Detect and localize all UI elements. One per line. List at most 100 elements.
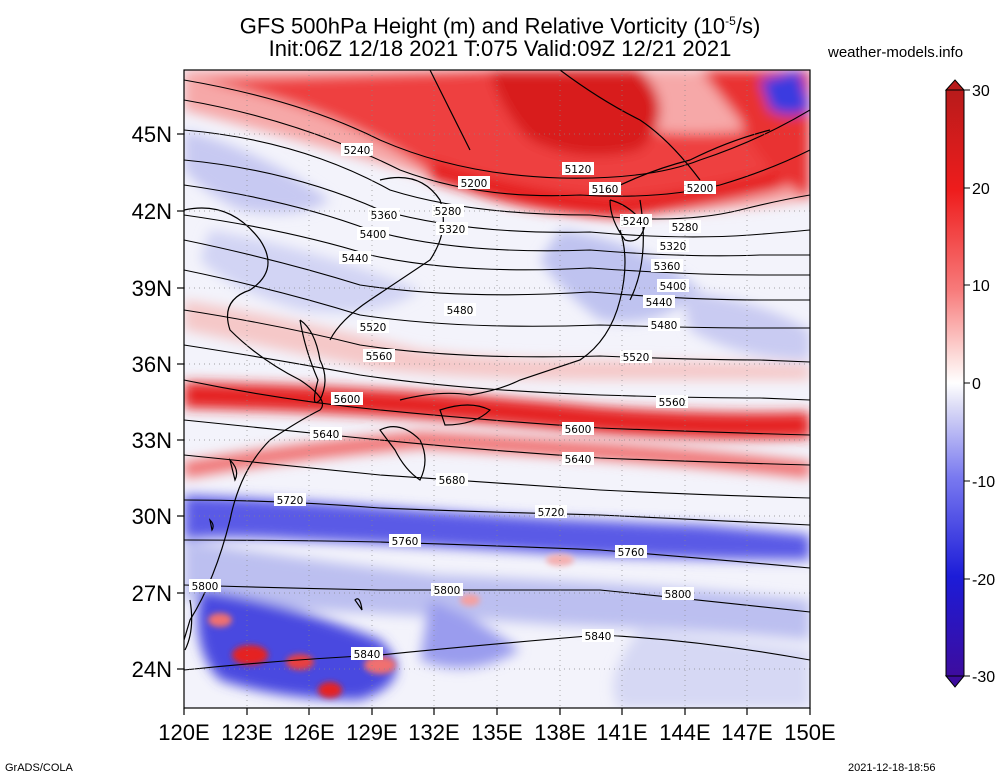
contour-label-bg: [331, 392, 363, 405]
colorbar-bottom-arrow: [944, 675, 966, 688]
contour-label: 5320: [660, 241, 687, 253]
lon-label: 147E: [721, 720, 772, 745]
colorbar-tick-label: 0: [972, 376, 981, 393]
contour-label-bg: [657, 279, 689, 292]
contour-label-bg: [562, 452, 594, 465]
footer-timestamp: 2021-12-18-18:56: [848, 762, 936, 774]
contour-label-bg: [657, 239, 689, 252]
lat-label: 33N: [132, 428, 172, 453]
contour-label: 5520: [360, 322, 387, 334]
contour-label: 5760: [392, 536, 419, 548]
contour-label-bg: [189, 579, 221, 592]
source-site-label: weather-models.info: [828, 44, 964, 61]
contour-label: 5480: [447, 305, 474, 317]
contour-label-bg: [620, 350, 652, 363]
contour-label: 5280: [672, 222, 699, 234]
contour-label: 5560: [659, 397, 686, 409]
lat-label: 45N: [132, 122, 172, 147]
colorbar-tick-label: 30: [972, 83, 990, 100]
contour-label: 5840: [354, 649, 381, 661]
contour-label: 5120: [565, 164, 592, 176]
footer-software-label: GrADS/COLA: [5, 762, 73, 774]
contour-label: 5400: [360, 229, 387, 241]
contour-label: 5720: [277, 495, 304, 507]
contour-label-bg: [351, 647, 383, 660]
contour-label-bg: [274, 493, 306, 506]
contour-label: 5360: [371, 210, 398, 222]
lat-label: 36N: [132, 352, 172, 377]
contour-label: 5240: [623, 216, 650, 228]
lat-label: 42N: [132, 199, 172, 224]
lon-label: 150E: [784, 720, 835, 745]
contour-label-bg: [643, 295, 675, 308]
height-contours: [184, 79, 810, 671]
contour-label-bg: [662, 587, 694, 600]
lat-label: 39N: [132, 276, 172, 301]
contour-label-bg: [436, 473, 468, 486]
contour-label: 5600: [334, 394, 361, 406]
contour-label-bg: [669, 220, 701, 233]
contour-label-bg: [363, 349, 395, 362]
lon-label: 135E: [471, 720, 522, 745]
contour-label: 5200: [461, 178, 488, 190]
contour-label: 5720: [538, 507, 565, 519]
lat-label: 24N: [132, 657, 172, 682]
lon-label: 126E: [283, 720, 334, 745]
contour-label: 5800: [665, 589, 692, 601]
contour-label-bg: [389, 534, 421, 547]
axis-ticks: [177, 133, 811, 715]
colorbar-tick-label: 20: [972, 181, 990, 198]
longitude-labels: 120E 123E 126E 129E 132E 135E 138E 141E …: [158, 720, 835, 745]
contour-label-bg: [589, 182, 621, 195]
contour-label-bg: [341, 143, 373, 156]
contour-label: 5760: [618, 547, 645, 559]
contour-label: 5480: [651, 320, 678, 332]
contour-label: 5160: [592, 184, 619, 196]
colorbar-strip: [945, 89, 965, 677]
coastlines: [184, 70, 771, 651]
contour-label-bg: [432, 204, 464, 217]
contour-label: 5520: [623, 352, 650, 364]
lon-label: 123E: [221, 720, 272, 745]
contour-label: 5680: [439, 475, 466, 487]
lon-label: 132E: [408, 720, 459, 745]
contour-label: 5560: [366, 351, 393, 363]
contour-label-bg: [458, 176, 490, 189]
contour-label: 5320: [439, 224, 466, 236]
contour-label-bg: [562, 162, 594, 175]
contour-label: 5200: [687, 183, 714, 195]
contour-label-bg: [357, 320, 389, 333]
contour-label-bg: [357, 227, 389, 240]
colorbar-tick-label: -20: [972, 572, 995, 589]
contour-label-bg: [535, 505, 567, 518]
chart-title-line2: Init:06Z 12/18 2021 T:075 Valid:09Z 12/2…: [268, 36, 732, 61]
contour-label: 5440: [646, 297, 673, 309]
contour-label: 5400: [660, 281, 687, 293]
contour-label-bg: [648, 318, 680, 331]
lon-label: 129E: [346, 720, 397, 745]
lon-label: 144E: [659, 720, 710, 745]
colorbar-tick-label: -10: [972, 474, 995, 491]
contour-label-bg: [582, 629, 614, 642]
colorbar-tick-label: -30: [972, 669, 995, 686]
lat-label: 30N: [132, 504, 172, 529]
contour-label-bg: [684, 181, 716, 194]
lon-label: 141E: [596, 720, 647, 745]
colorbar: 30 20 10 0 -10 -20 -30: [944, 79, 995, 688]
lat-label: 27N: [132, 581, 172, 606]
contour-label: 5640: [565, 454, 592, 466]
contour-label: 5800: [434, 585, 461, 597]
contour-label-bg: [444, 303, 476, 316]
contour-label: 5800: [192, 581, 219, 593]
contour-label: 5360: [654, 261, 681, 273]
lon-label: 120E: [158, 720, 209, 745]
contour-label: 5240: [344, 145, 371, 157]
contour-label-bg: [651, 259, 683, 272]
chart-title-line1: GFS 500hPa Height (m) and Relative Vorti…: [239, 13, 761, 39]
contour-label-bg: [656, 395, 688, 408]
contour-label-bg: [615, 545, 647, 558]
colorbar-tick-label: 10: [972, 278, 990, 295]
colorbar-top-arrow: [944, 79, 966, 91]
